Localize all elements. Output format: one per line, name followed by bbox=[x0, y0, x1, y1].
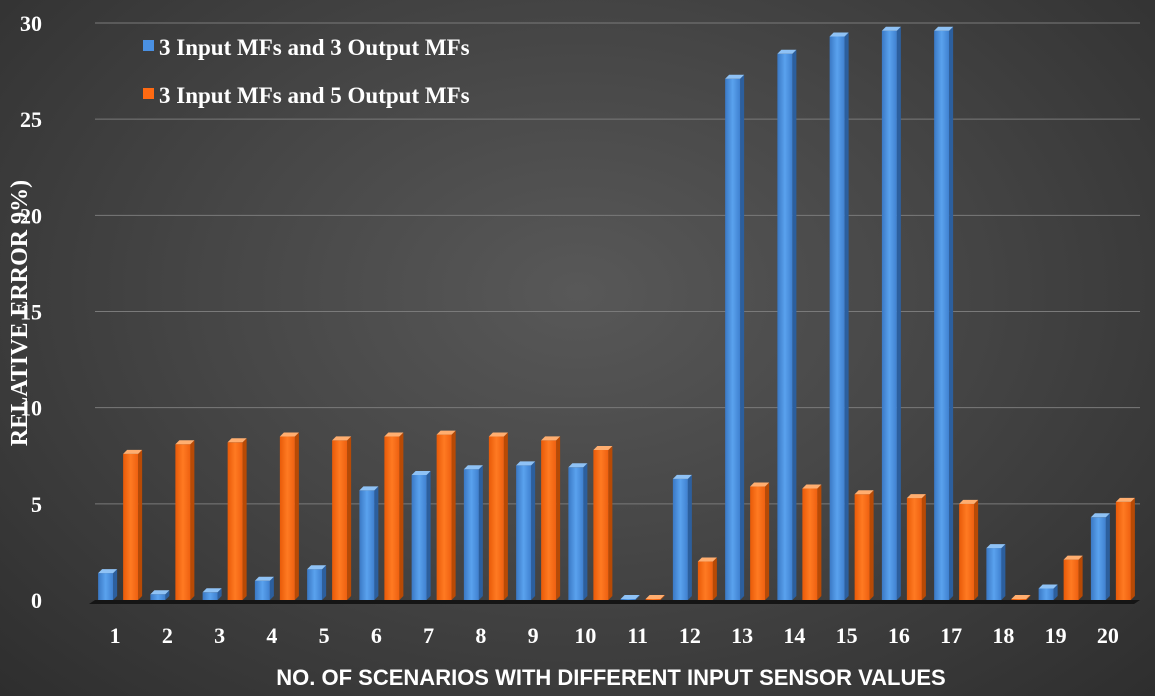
bar-s1-7 bbox=[411, 470, 431, 600]
x-axis-title: NO. OF SCENARIOS WITH DIFFERENT INPUT SE… bbox=[276, 665, 945, 690]
bar-s2-9 bbox=[541, 436, 561, 600]
bar-s1-15 bbox=[829, 32, 849, 601]
x-tick-label: 14 bbox=[783, 623, 805, 648]
x-tick-label: 17 bbox=[940, 623, 962, 648]
bar-s2-13 bbox=[750, 482, 770, 600]
y-tick-label: 20 bbox=[20, 203, 42, 228]
x-tick-label: 19 bbox=[1045, 623, 1067, 648]
x-tick-label: 6 bbox=[371, 623, 382, 648]
bar-s2-20 bbox=[1115, 497, 1135, 600]
bar-s1-9 bbox=[516, 461, 536, 600]
x-tick-label: 1 bbox=[110, 623, 121, 648]
x-tick-label: 3 bbox=[214, 623, 225, 648]
bar-s2-15 bbox=[854, 490, 874, 600]
bars bbox=[98, 26, 1135, 601]
x-tick-label: 15 bbox=[836, 623, 858, 648]
bar-s2-7 bbox=[436, 430, 456, 600]
bar-s2-1 bbox=[123, 449, 143, 600]
x-tick-label: 13 bbox=[731, 623, 753, 648]
bar-s1-10 bbox=[568, 463, 588, 600]
bar-s2-4 bbox=[279, 432, 299, 600]
bar-s2-16 bbox=[906, 494, 926, 600]
x-tick-label: 4 bbox=[266, 623, 277, 648]
y-tick-label: 25 bbox=[20, 107, 42, 132]
bar-s1-2 bbox=[150, 590, 170, 600]
bar-s1-1 bbox=[98, 569, 118, 600]
bar-s1-13 bbox=[725, 74, 745, 600]
legend-swatch-series-1 bbox=[143, 40, 154, 51]
x-tick-label: 10 bbox=[574, 623, 596, 648]
bar-s2-14 bbox=[802, 484, 822, 600]
bar-s2-19 bbox=[1063, 555, 1083, 600]
x-tick-label: 16 bbox=[888, 623, 910, 648]
x-tick-label: 5 bbox=[319, 623, 330, 648]
y-tick-label: 30 bbox=[20, 11, 42, 36]
legend-label-series-2: 3 Input MFs and 5 Output MFs bbox=[159, 83, 470, 108]
bar-s1-6 bbox=[359, 486, 379, 600]
bar-s1-17 bbox=[934, 26, 954, 600]
chart-floor bbox=[89, 600, 1140, 604]
bar-s1-8 bbox=[463, 465, 483, 600]
x-tick-label: 2 bbox=[162, 623, 173, 648]
bar-s1-20 bbox=[1090, 513, 1110, 600]
bar-s1-19 bbox=[1038, 584, 1058, 600]
legend: 3 Input MFs and 3 Output MFs 3 Input MFs… bbox=[143, 35, 470, 108]
bar-s2-8 bbox=[488, 432, 508, 600]
x-tick-label: 12 bbox=[679, 623, 701, 648]
bar-s1-14 bbox=[777, 49, 797, 601]
bar-s2-3 bbox=[227, 438, 247, 600]
x-tick-label: 8 bbox=[475, 623, 486, 648]
y-axis-title: RELATIVE ERROR 9%) bbox=[7, 180, 33, 446]
y-tick-label: 10 bbox=[20, 396, 42, 421]
bar-s1-5 bbox=[307, 565, 327, 600]
bar-s2-11 bbox=[645, 595, 665, 600]
legend-label-series-1: 3 Input MFs and 3 Output MFs bbox=[159, 35, 470, 60]
bar-s1-3 bbox=[202, 588, 222, 600]
bar-s1-16 bbox=[881, 26, 901, 600]
bar-s2-2 bbox=[175, 440, 195, 600]
y-tick-label: 5 bbox=[31, 492, 42, 517]
bar-s1-11 bbox=[620, 595, 640, 600]
y-tick-label: 0 bbox=[31, 588, 42, 613]
x-tick-label: 18 bbox=[992, 623, 1014, 648]
x-tick-label: 9 bbox=[528, 623, 539, 648]
y-tick-label: 15 bbox=[20, 300, 42, 325]
x-tick-label: 20 bbox=[1097, 623, 1119, 648]
bar-s1-12 bbox=[672, 474, 692, 600]
legend-swatch-series-2 bbox=[143, 88, 154, 99]
bar-s2-10 bbox=[593, 445, 613, 600]
x-axis-ticks: 1 2 3 4 5 6 7 8 9 10 11 12 13 14 15 16 17 18 19 20 bbox=[110, 623, 1119, 648]
bar-s1-18 bbox=[986, 544, 1006, 600]
bar-s2-18 bbox=[1011, 595, 1031, 600]
x-tick-label: 7 bbox=[423, 623, 434, 648]
x-tick-label: 11 bbox=[627, 623, 648, 648]
bar-s2-17 bbox=[959, 499, 979, 600]
bar-s2-12 bbox=[697, 557, 717, 600]
bar-s1-4 bbox=[254, 576, 274, 600]
bar-s2-6 bbox=[384, 432, 404, 600]
y-axis-ticks: 0 5 10 15 20 25 30 bbox=[20, 11, 42, 613]
bar-s2-5 bbox=[332, 436, 352, 600]
